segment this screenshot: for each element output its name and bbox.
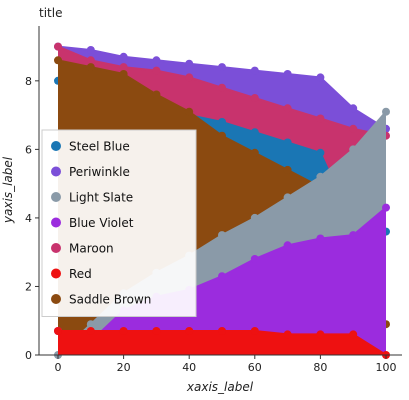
series-blue-violet	[54, 203, 390, 355]
y-tick-label-0: 0	[25, 349, 32, 362]
y-tick-label-4: 4	[25, 212, 32, 225]
legend-label-light-slate: Light Slate	[69, 191, 133, 205]
point-steel-blue-80	[316, 148, 325, 157]
point-saddle-brown-30	[152, 90, 161, 99]
point-blue-violet-60	[250, 255, 259, 263]
point-maroon-20	[119, 63, 128, 72]
legend-item-blue-violet: Blue Violet	[51, 216, 134, 230]
point-maroon-60	[250, 94, 259, 102]
point-red-20	[119, 327, 128, 335]
area-blue-violet	[58, 207, 386, 355]
legend-item-maroon: Maroon	[51, 242, 114, 256]
x-tick-label-20: 20	[117, 361, 131, 374]
point-red-0	[54, 327, 62, 335]
legend-label-periwinkle: Periwinkle	[69, 165, 130, 179]
legend-marker-blue-violet	[51, 217, 61, 228]
point-maroon-30	[152, 66, 161, 75]
area-red	[58, 331, 386, 355]
point-red-10	[86, 327, 95, 335]
point-saddle-brown-0	[54, 56, 62, 65]
legend-label-red: Red	[69, 267, 92, 281]
series-red	[54, 327, 390, 359]
point-saddle-brown-70	[283, 165, 292, 174]
point-periwinkle-80	[316, 73, 325, 82]
point-maroon-70	[283, 104, 292, 113]
point-red-70	[283, 330, 292, 339]
legend-marker-steel-blue	[51, 141, 61, 151]
point-periwinkle-40	[185, 59, 194, 68]
point-maroon-0	[54, 42, 62, 51]
point-light-slate-80	[316, 172, 325, 181]
point-light-slate-100	[382, 107, 390, 116]
x-tick-label-60: 60	[248, 361, 262, 374]
point-blue-violet-50	[218, 272, 226, 281]
point-blue-violet-70	[283, 241, 292, 250]
point-saddle-brown-60	[250, 148, 259, 157]
legend-marker-light-slate	[51, 192, 61, 202]
chart-title: title	[39, 6, 62, 20]
y-tick-label-8: 8	[25, 75, 32, 88]
point-red-80	[316, 330, 325, 339]
point-maroon-80	[316, 114, 325, 123]
legend-marker-maroon	[51, 243, 61, 253]
point-periwinkle-10	[86, 46, 95, 54]
point-light-slate-10	[86, 320, 95, 329]
x-tick-label-100: 100	[376, 361, 397, 374]
point-steel-blue-50	[218, 118, 226, 126]
point-light-slate-90	[349, 145, 358, 154]
legend-box	[41, 129, 197, 317]
point-light-slate-60	[250, 213, 259, 222]
x-tick-label-0: 0	[55, 361, 62, 374]
point-red-50	[218, 327, 226, 335]
point-saddle-brown-50	[218, 131, 226, 140]
point-maroon-50	[218, 83, 226, 92]
point-periwinkle-50	[218, 63, 226, 72]
legend-item-periwinkle: Periwinkle	[51, 165, 130, 179]
point-steel-blue-60	[250, 128, 259, 137]
x-axis-title: xaxis_label	[186, 380, 254, 394]
legend-item-saddle-brown: Saddle Brown	[51, 293, 151, 307]
x-tick-label-80: 80	[313, 361, 327, 374]
ticks: 0 20 40 60 80 100 0 2 4 6 8	[25, 75, 397, 374]
y-tick-label-6: 6	[25, 143, 32, 156]
point-blue-violet-100	[382, 203, 390, 212]
point-red-60	[250, 327, 259, 335]
point-red-30	[152, 327, 161, 335]
point-maroon-90	[349, 124, 358, 133]
legend-marker-saddle-brown	[51, 294, 61, 304]
point-saddle-brown-40	[185, 107, 194, 116]
legend-marker-red	[51, 268, 61, 279]
point-saddle-brown-20	[119, 70, 128, 78]
point-periwinkle-30	[152, 56, 161, 65]
legend-item-light-slate: Light Slate	[51, 191, 133, 205]
legend-label-saddle-brown: Saddle Brown	[69, 293, 151, 307]
point-blue-violet-80	[316, 234, 325, 243]
legend-marker-periwinkle	[51, 166, 61, 177]
legend: Steel Blue Periwinkle Light Slate Blue Viol…	[41, 129, 197, 317]
point-periwinkle-60	[250, 66, 259, 75]
point-periwinkle-70	[283, 70, 292, 78]
y-axis-title: yaxis_label	[1, 156, 15, 224]
point-blue-violet-90	[349, 231, 358, 240]
point-periwinkle-90	[349, 104, 358, 113]
y-tick-label-2: 2	[25, 280, 32, 293]
legend-label-steel-blue: Steel Blue	[69, 140, 130, 154]
point-red-90	[349, 330, 358, 339]
x-tick-label-40: 40	[182, 361, 196, 374]
point-maroon-10	[86, 56, 95, 65]
legend-label-blue-violet: Blue Violet	[69, 216, 134, 230]
point-light-slate-70	[283, 193, 292, 202]
point-saddle-brown-10	[86, 63, 95, 72]
point-periwinkle-20	[119, 52, 128, 61]
legend-item-red: Red	[51, 267, 92, 281]
point-light-slate-50	[218, 231, 226, 240]
legend-item-steel-blue: Steel Blue	[51, 140, 130, 154]
legend-label-maroon: Maroon	[69, 242, 114, 256]
point-red-40	[185, 327, 194, 335]
point-maroon-40	[185, 73, 194, 82]
point-steel-blue-70	[283, 138, 292, 147]
